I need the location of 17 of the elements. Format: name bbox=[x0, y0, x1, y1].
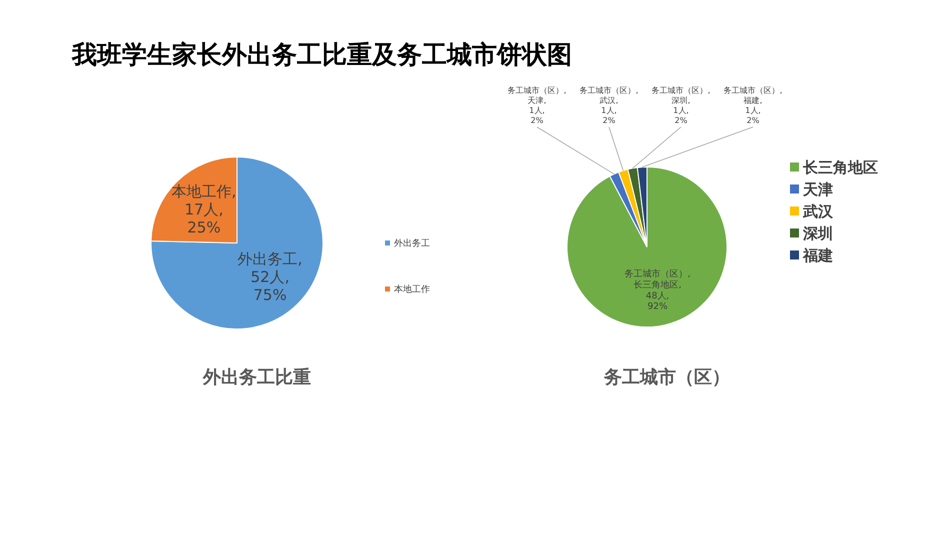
chart-title: 我班学生家长外出务工比重及务工城市饼状图 bbox=[71, 40, 572, 69]
data-label: 务工城市（区）, 长三角地区, 48人, 92% bbox=[624, 268, 690, 312]
legend-label: 天津 bbox=[802, 180, 833, 198]
data-label: 务工城市（区）, 深圳, 1人, 2% bbox=[652, 86, 710, 125]
data-label: 务工城市（区）, 福建, 1人, 2% bbox=[724, 86, 782, 125]
legend-label: 福建 bbox=[802, 246, 833, 264]
text: 务工城市（区） bbox=[603, 367, 730, 388]
text: 外出务工比重 bbox=[202, 367, 311, 388]
data-label: 外出务工, 52人, 75% bbox=[238, 250, 302, 304]
legend-label: 深圳 bbox=[802, 224, 833, 242]
legend-label: 武汉 bbox=[802, 202, 834, 220]
data-label: 务工城市（区）, 天津, 1人, 2% bbox=[508, 86, 566, 125]
legend-label: 外出务工 bbox=[394, 238, 430, 250]
legend-label: 长三角地区 bbox=[802, 158, 878, 176]
legend-label: 本地工作 bbox=[394, 284, 430, 296]
data-label: 务工城市（区）, 武汉, 1人, 2% bbox=[580, 86, 638, 125]
data-label: 本地工作, 17人, 25% bbox=[172, 182, 236, 236]
